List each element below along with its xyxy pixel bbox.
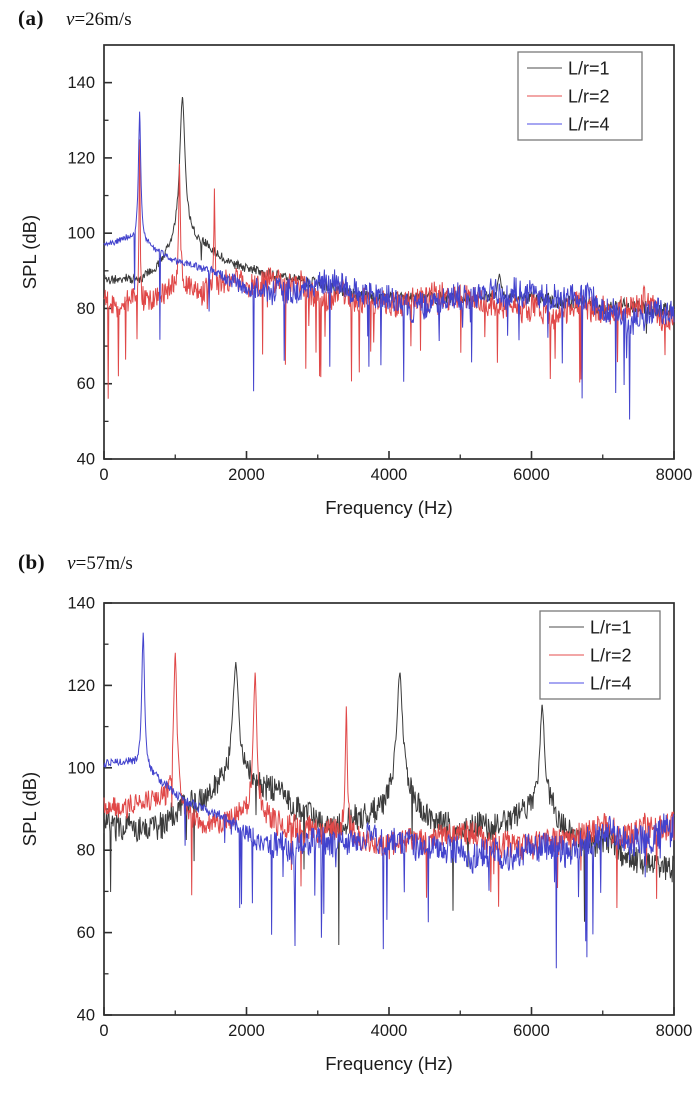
y-tick-label: 140 xyxy=(67,74,95,92)
y-tick-label: 140 xyxy=(67,595,95,613)
legend-label: L/r=4 xyxy=(568,115,610,135)
x-tick-label: 0 xyxy=(99,466,108,484)
velocity-symbol: v xyxy=(66,9,75,30)
series-line-l-r-4 xyxy=(103,111,675,420)
panel-a-header: (a) v=26m/s xyxy=(18,6,132,31)
x-tick-label: 8000 xyxy=(656,466,693,484)
y-tick-label: 120 xyxy=(67,149,95,167)
legend-label: L/r=1 xyxy=(568,59,610,79)
y-tick-label: 60 xyxy=(77,375,95,393)
legend-label: L/r=2 xyxy=(568,87,610,107)
legend-box xyxy=(517,51,643,141)
y-tick-label: 80 xyxy=(77,842,95,860)
y-tick-label: 100 xyxy=(67,225,95,243)
y-tick-label: 40 xyxy=(77,1007,95,1025)
legend-label: L/r=4 xyxy=(590,674,632,694)
velocity-value: =57m/s xyxy=(75,553,133,574)
x-tick-label: 2000 xyxy=(228,466,265,484)
series-line-l-r-2 xyxy=(103,139,675,399)
chart-b-spl-spectrum: 40 60 80 100 120 140 0 2000 4000 6000 8000 Frequenc… xyxy=(19,595,693,1075)
x-tick-label: 4000 xyxy=(371,466,408,484)
x-axis-label: Frequency (Hz) xyxy=(325,1053,452,1074)
x-tick-label: 2000 xyxy=(228,1022,265,1040)
legend: L/r=1 L/r=2 L/r=4 xyxy=(517,51,643,141)
x-tick-label: 0 xyxy=(99,1022,108,1040)
legend-label: L/r=2 xyxy=(590,646,632,666)
x-tick-label: 6000 xyxy=(513,1022,550,1040)
y-tick-label: 80 xyxy=(77,300,95,318)
panel-a-condition: v=26m/s xyxy=(66,9,132,30)
legend: L/r=1 L/r=2 L/r=4 xyxy=(539,610,661,700)
y-axis-label: SPL (dB) xyxy=(19,215,40,289)
y-axis-label: SPL (dB) xyxy=(19,772,40,846)
velocity-symbol: v xyxy=(67,553,76,574)
series-line-l-r-4 xyxy=(103,632,675,969)
panel-a-label: (a) xyxy=(18,6,44,30)
velocity-value: =26m/s xyxy=(74,9,132,30)
panel-b-condition: v=57m/s xyxy=(67,553,133,574)
y-tick-label: 100 xyxy=(67,759,95,777)
x-tick-label: 4000 xyxy=(371,1022,408,1040)
panel-b-header: (b) v=57m/s xyxy=(18,550,133,575)
x-tick-label: 6000 xyxy=(513,466,550,484)
x-tick-label: 8000 xyxy=(656,1022,693,1040)
y-tick-label: 40 xyxy=(77,451,95,469)
x-axis-label: Frequency (Hz) xyxy=(325,497,452,518)
legend-label: L/r=1 xyxy=(590,618,632,638)
y-tick-label: 60 xyxy=(77,924,95,942)
panel-b-label: (b) xyxy=(18,550,46,574)
chart-a-spl-spectrum: 40 60 80 100 120 140 0 2000 4000 6000 8000 Frequenc… xyxy=(19,44,693,518)
y-tick-label: 120 xyxy=(67,677,95,695)
